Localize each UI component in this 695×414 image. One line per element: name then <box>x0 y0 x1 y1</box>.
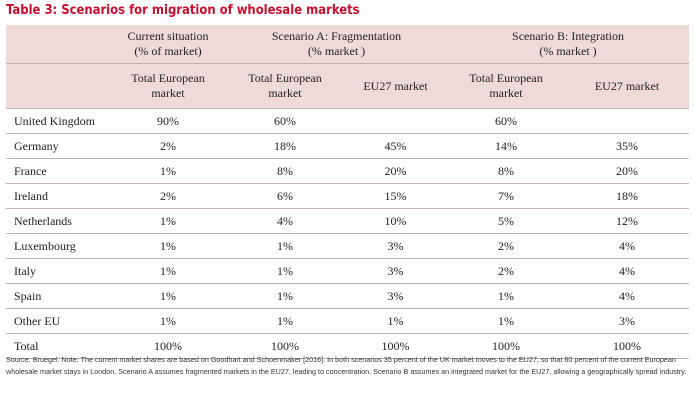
cell-current: 2% <box>110 183 226 209</box>
table-row: Ireland 2% 6% 15% 7% 18% <box>6 183 689 209</box>
cell-b-total: 60% <box>447 108 565 134</box>
cell-b-eu27: 3% <box>565 308 689 334</box>
cell-a-eu27: 10% <box>344 208 447 234</box>
cell-b-total: 1% <box>447 308 565 334</box>
cell-a-eu27 <box>344 108 447 134</box>
total-a-eu27: 100% <box>344 333 447 359</box>
cell-b-eu27: 4% <box>565 283 689 309</box>
row-label: United Kingdom <box>6 108 110 134</box>
source-note: Source: Bruegel. Note: The current marke… <box>6 355 687 376</box>
cell-a-eu27: 45% <box>344 133 447 159</box>
cell-b-total: 5% <box>447 208 565 234</box>
cell-b-eu27: 4% <box>565 258 689 284</box>
table-row: Luxembourg 1% 1% 3% 2% 4% <box>6 233 689 259</box>
cell-a-total: 4% <box>226 208 344 234</box>
header-empty-cell <box>6 25 110 64</box>
cell-current: 2% <box>110 133 226 159</box>
header-current-situation: Current situation (% of market) <box>110 25 226 64</box>
cell-b-eu27: 35% <box>565 133 689 159</box>
cell-b-total: 2% <box>447 258 565 284</box>
sub-header-row: Total European market Total European mar… <box>6 63 689 109</box>
table-row: Italy 1% 1% 3% 2% 4% <box>6 258 689 284</box>
cell-a-eu27: 3% <box>344 283 447 309</box>
cell-current: 1% <box>110 308 226 334</box>
cell-a-eu27: 3% <box>344 258 447 284</box>
cell-a-total: 1% <box>226 258 344 284</box>
group-header-row: Current situation (% of market) Scenario… <box>6 25 689 64</box>
row-label: Italy <box>6 258 110 284</box>
cell-a-total: 6% <box>226 183 344 209</box>
sub-header-b-eu27: EU27 market <box>565 63 689 109</box>
scenarios-table: Current situation (% of market) Scenario… <box>6 25 689 359</box>
cell-a-eu27: 20% <box>344 158 447 184</box>
cell-b-total: 2% <box>447 233 565 259</box>
total-label: Total <box>6 333 110 359</box>
cell-a-eu27: 1% <box>344 308 447 334</box>
cell-a-total: 1% <box>226 233 344 259</box>
cell-a-total: 1% <box>226 308 344 334</box>
cell-b-eu27 <box>565 108 689 134</box>
sub-header-current-total: Total European market <box>110 63 226 109</box>
table-row: United Kingdom 90% 60% 60% <box>6 108 689 134</box>
cell-b-total: 8% <box>447 158 565 184</box>
row-label: Germany <box>6 133 110 159</box>
row-label: France <box>6 158 110 184</box>
table-title: Table 3: Scenarios for migration of whol… <box>6 2 360 18</box>
table-row: Spain 1% 1% 3% 1% 4% <box>6 283 689 309</box>
cell-current: 1% <box>110 208 226 234</box>
table-row: Other EU 1% 1% 1% 1% 3% <box>6 308 689 334</box>
total-current: 100% <box>110 333 226 359</box>
cell-a-eu27: 15% <box>344 183 447 209</box>
cell-a-total: 1% <box>226 283 344 309</box>
row-label: Spain <box>6 283 110 309</box>
cell-b-eu27: 20% <box>565 158 689 184</box>
cell-current: 90% <box>110 108 226 134</box>
cell-a-total: 8% <box>226 158 344 184</box>
row-label: Ireland <box>6 183 110 209</box>
cell-a-total: 18% <box>226 133 344 159</box>
table-row: Germany 2% 18% 45% 14% 35% <box>6 133 689 159</box>
cell-a-total: 60% <box>226 108 344 134</box>
total-b-eu27: 100% <box>565 333 689 359</box>
header-scenario-b: Scenario B: Integration (% market ) <box>447 25 689 64</box>
cell-b-total: 7% <box>447 183 565 209</box>
cell-b-total: 1% <box>447 283 565 309</box>
row-label: Netherlands <box>6 208 110 234</box>
sub-header-b-total: Total European market <box>447 63 565 109</box>
cell-a-eu27: 3% <box>344 233 447 259</box>
cell-b-total: 14% <box>447 133 565 159</box>
cell-current: 1% <box>110 233 226 259</box>
table-row: France 1% 8% 20% 8% 20% <box>6 158 689 184</box>
sub-header-a-eu27: EU27 market <box>344 63 447 109</box>
table-row: Netherlands 1% 4% 10% 5% 12% <box>6 208 689 234</box>
cell-b-eu27: 18% <box>565 183 689 209</box>
cell-current: 1% <box>110 283 226 309</box>
sub-header-a-total: Total European market <box>226 63 344 109</box>
header-scenario-a: Scenario A: Fragmentation (% market ) <box>226 25 447 64</box>
sub-header-empty-cell <box>6 63 110 109</box>
row-label: Luxembourg <box>6 233 110 259</box>
cell-b-eu27: 12% <box>565 208 689 234</box>
row-label: Other EU <box>6 308 110 334</box>
total-a-total: 100% <box>226 333 344 359</box>
total-row: Total 100% 100% 100% 100% 100% <box>6 333 689 359</box>
cell-current: 1% <box>110 158 226 184</box>
total-b-total: 100% <box>447 333 565 359</box>
cell-b-eu27: 4% <box>565 233 689 259</box>
cell-current: 1% <box>110 258 226 284</box>
